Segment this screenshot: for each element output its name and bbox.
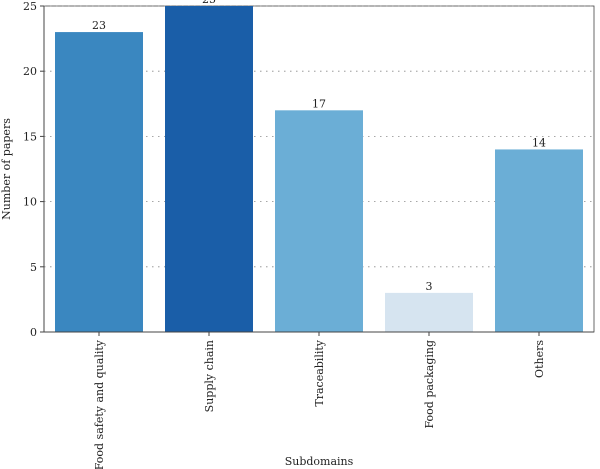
- x-axis-category-labels: Food safety and quality Supply chain Trace…: [44, 331, 594, 469]
- y-tick-label: 10: [23, 196, 37, 209]
- bars: [55, 6, 583, 333]
- y-axis-title: Number of papers: [0, 118, 13, 220]
- x-tick-label: Traceability: [313, 339, 326, 406]
- bar: [165, 6, 253, 332]
- x-axis-title: Subdomains: [285, 455, 354, 468]
- x-tick-label: Supply chain: [203, 340, 216, 412]
- bar: [55, 32, 143, 333]
- y-tick-label: 15: [23, 130, 37, 143]
- data-label: 3: [426, 280, 433, 293]
- data-label: 25: [202, 0, 216, 6]
- data-labels: 23 25 17 3 14: [92, 0, 546, 293]
- y-tick-label: 5: [30, 261, 37, 274]
- data-label: 17: [312, 97, 326, 110]
- bar: [275, 110, 363, 332]
- y-tick-label: 25: [23, 0, 37, 13]
- bar: [385, 292, 473, 332]
- bar: [495, 149, 583, 332]
- data-label: 23: [92, 19, 106, 32]
- x-tick-label: Food packaging: [423, 340, 436, 428]
- y-tick-label: 20: [23, 65, 37, 78]
- data-label: 14: [532, 136, 546, 149]
- y-tick-label: 0: [30, 326, 37, 339]
- x-tick-label: Food safety and quality: [93, 339, 106, 469]
- x-tick-label: Others: [533, 340, 546, 378]
- y-axis-ticks: 0 5 10 15 20 25: [23, 0, 45, 339]
